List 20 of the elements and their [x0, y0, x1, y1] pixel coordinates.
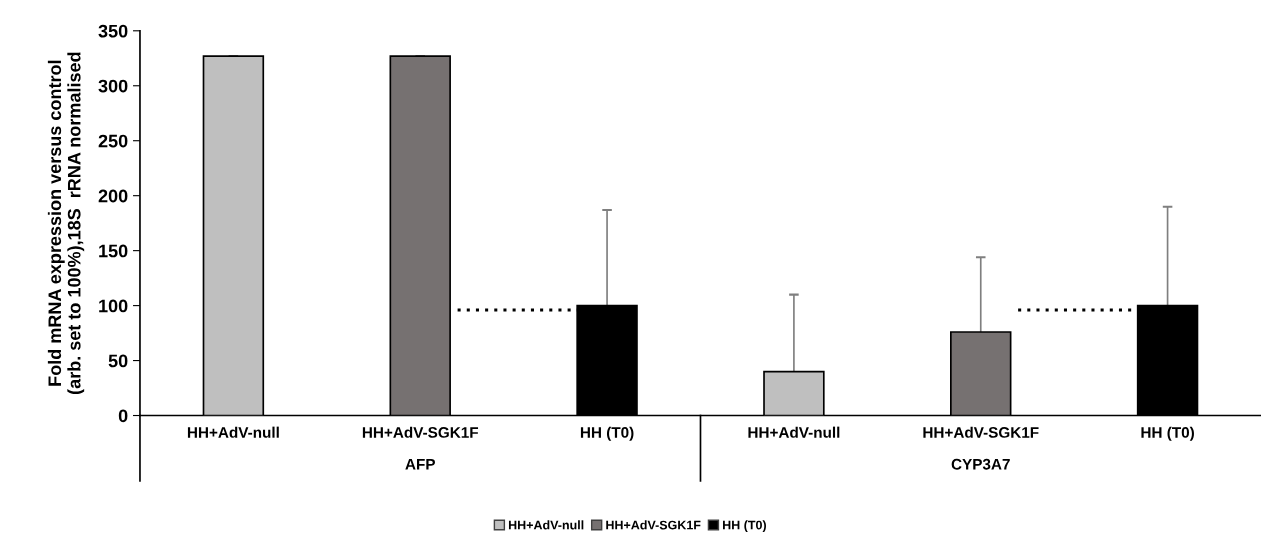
x-tick-label: HH (T0): [1141, 426, 1194, 441]
y-tick-label: 350: [98, 24, 128, 38]
y-tick-label: 150: [99, 244, 128, 258]
legend-label: HH+AdV-SGK1F: [606, 520, 701, 530]
x-tick-label: HH (T0): [580, 426, 634, 441]
y-axis-title: Fold mRNA expression versus control (arb. set to 100%),18S rRNA normalised: [47, 52, 85, 394]
legend-label: HH (T0): [723, 520, 766, 532]
x-tick-label: HH+AdV-SGK1F: [923, 426, 1039, 438]
y-tick-label: 0: [118, 409, 128, 423]
text: CYP3A7: [951, 458, 1010, 470]
x-tick-label: HH+AdV-SGK1F: [362, 426, 479, 438]
x-tick-label: HH+AdV-null: [187, 426, 279, 438]
y-tick-label: 50: [108, 354, 128, 368]
legend-label: HH+AdV-null: [508, 520, 584, 530]
y-tick-label: 300: [98, 79, 128, 93]
text: AFP: [405, 458, 435, 470]
y-tick-label: 250: [98, 134, 128, 148]
y-tick-label: 100: [99, 299, 128, 313]
y-tick-label: 200: [98, 189, 128, 203]
x-tick-label: HH+AdV-null: [748, 426, 840, 438]
